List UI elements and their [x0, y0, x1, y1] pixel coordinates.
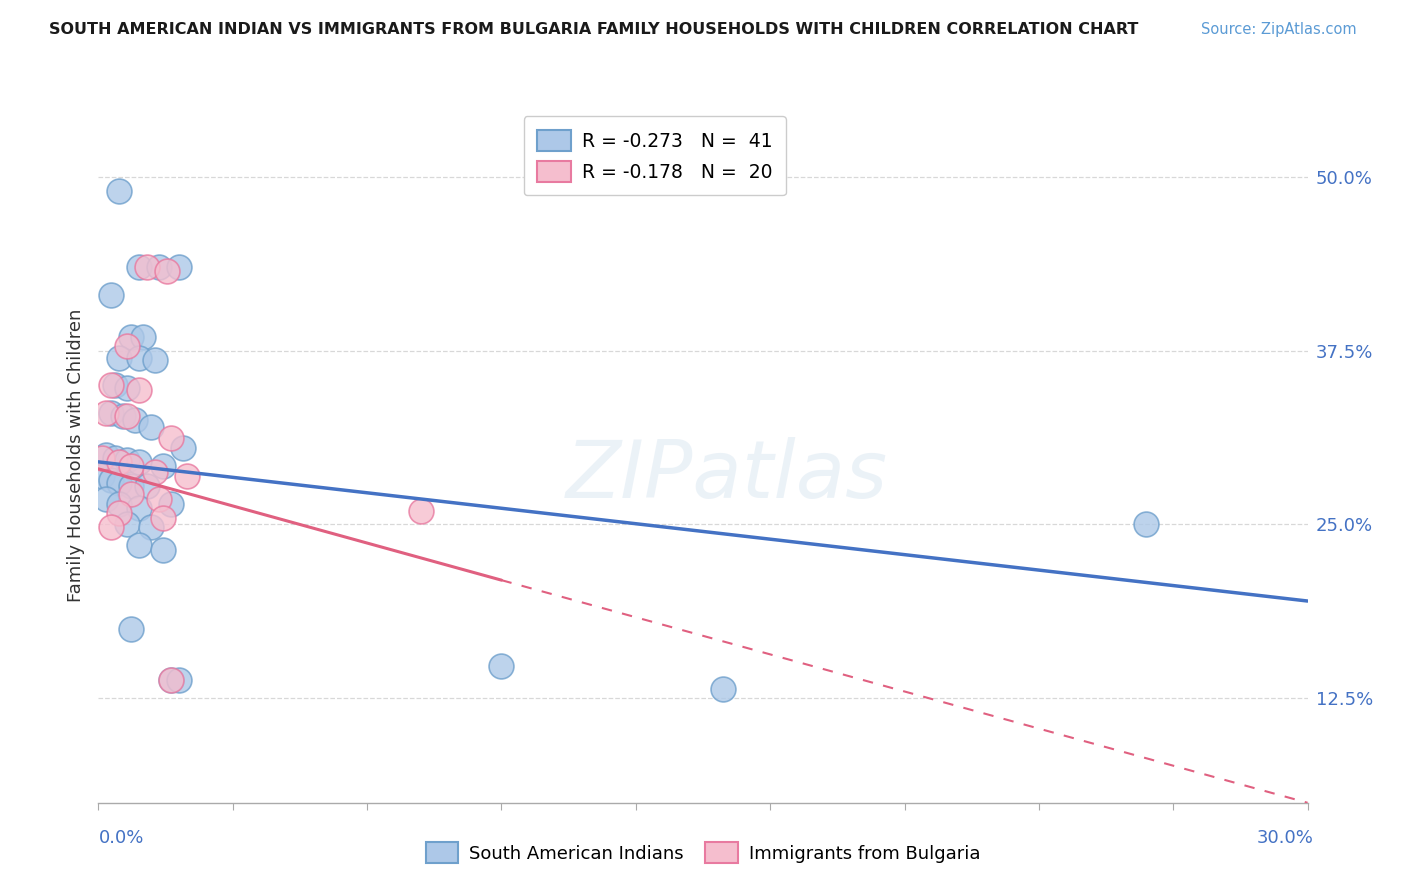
Point: [96, 492, 118, 507]
Point: [120, 329, 142, 343]
Text: SOUTH AMERICAN INDIAN VS IMMIGRANTS FROM BULGARIA FAMILY HOUSEHOLDS WITH CHILDRE: SOUTH AMERICAN INDIAN VS IMMIGRANTS FROM…: [49, 22, 1139, 37]
Point: [115, 409, 138, 423]
Point: [107, 497, 129, 511]
Point: [128, 383, 150, 397]
Point: [107, 455, 129, 469]
Point: [139, 420, 162, 434]
Point: [96, 448, 118, 462]
Point: [409, 503, 432, 517]
Point: [160, 673, 183, 688]
Point: [120, 487, 142, 501]
Point: [100, 288, 122, 302]
Point: [124, 413, 146, 427]
Point: [135, 478, 157, 492]
Point: [100, 378, 122, 392]
Text: 30.0%: 30.0%: [1257, 829, 1313, 847]
Point: [103, 450, 125, 465]
Point: [148, 492, 170, 507]
Text: ZIPatlas: ZIPatlas: [567, 437, 889, 515]
Point: [135, 260, 157, 274]
Point: [107, 184, 129, 198]
Y-axis label: Family Households with Children: Family Households with Children: [66, 309, 84, 601]
Point: [100, 406, 122, 420]
Point: [132, 329, 155, 343]
Point: [103, 378, 125, 392]
Point: [115, 453, 138, 467]
Point: [96, 406, 118, 420]
Point: [143, 465, 166, 479]
Point: [167, 673, 190, 688]
Point: [115, 339, 138, 353]
Point: [91, 450, 114, 465]
Point: [100, 520, 122, 534]
Point: [91, 468, 114, 483]
Point: [128, 538, 150, 552]
Point: [152, 510, 174, 524]
Point: [115, 381, 138, 395]
Point: [156, 264, 179, 278]
Point: [107, 507, 129, 521]
Point: [172, 441, 194, 455]
Point: [111, 409, 134, 423]
Point: [139, 520, 162, 534]
Point: [176, 468, 198, 483]
Point: [143, 353, 166, 368]
Point: [160, 431, 183, 445]
Point: [128, 455, 150, 469]
Point: [100, 473, 122, 487]
Point: [120, 478, 142, 492]
Point: [152, 458, 174, 473]
Point: [128, 351, 150, 365]
Point: [1135, 517, 1157, 532]
Legend: South American Indians, Immigrants from Bulgaria: South American Indians, Immigrants from …: [415, 831, 991, 874]
Point: [491, 659, 513, 673]
Point: [152, 542, 174, 557]
Point: [711, 681, 734, 696]
Point: [107, 351, 129, 365]
Point: [128, 500, 150, 515]
Point: [115, 517, 138, 532]
Point: [107, 475, 129, 490]
Point: [120, 458, 142, 473]
Text: 0.0%: 0.0%: [98, 829, 143, 847]
Point: [120, 622, 142, 636]
Point: [160, 497, 183, 511]
Point: [160, 673, 183, 688]
Point: [128, 260, 150, 274]
Text: Source: ZipAtlas.com: Source: ZipAtlas.com: [1201, 22, 1357, 37]
Point: [167, 260, 190, 274]
Point: [148, 260, 170, 274]
